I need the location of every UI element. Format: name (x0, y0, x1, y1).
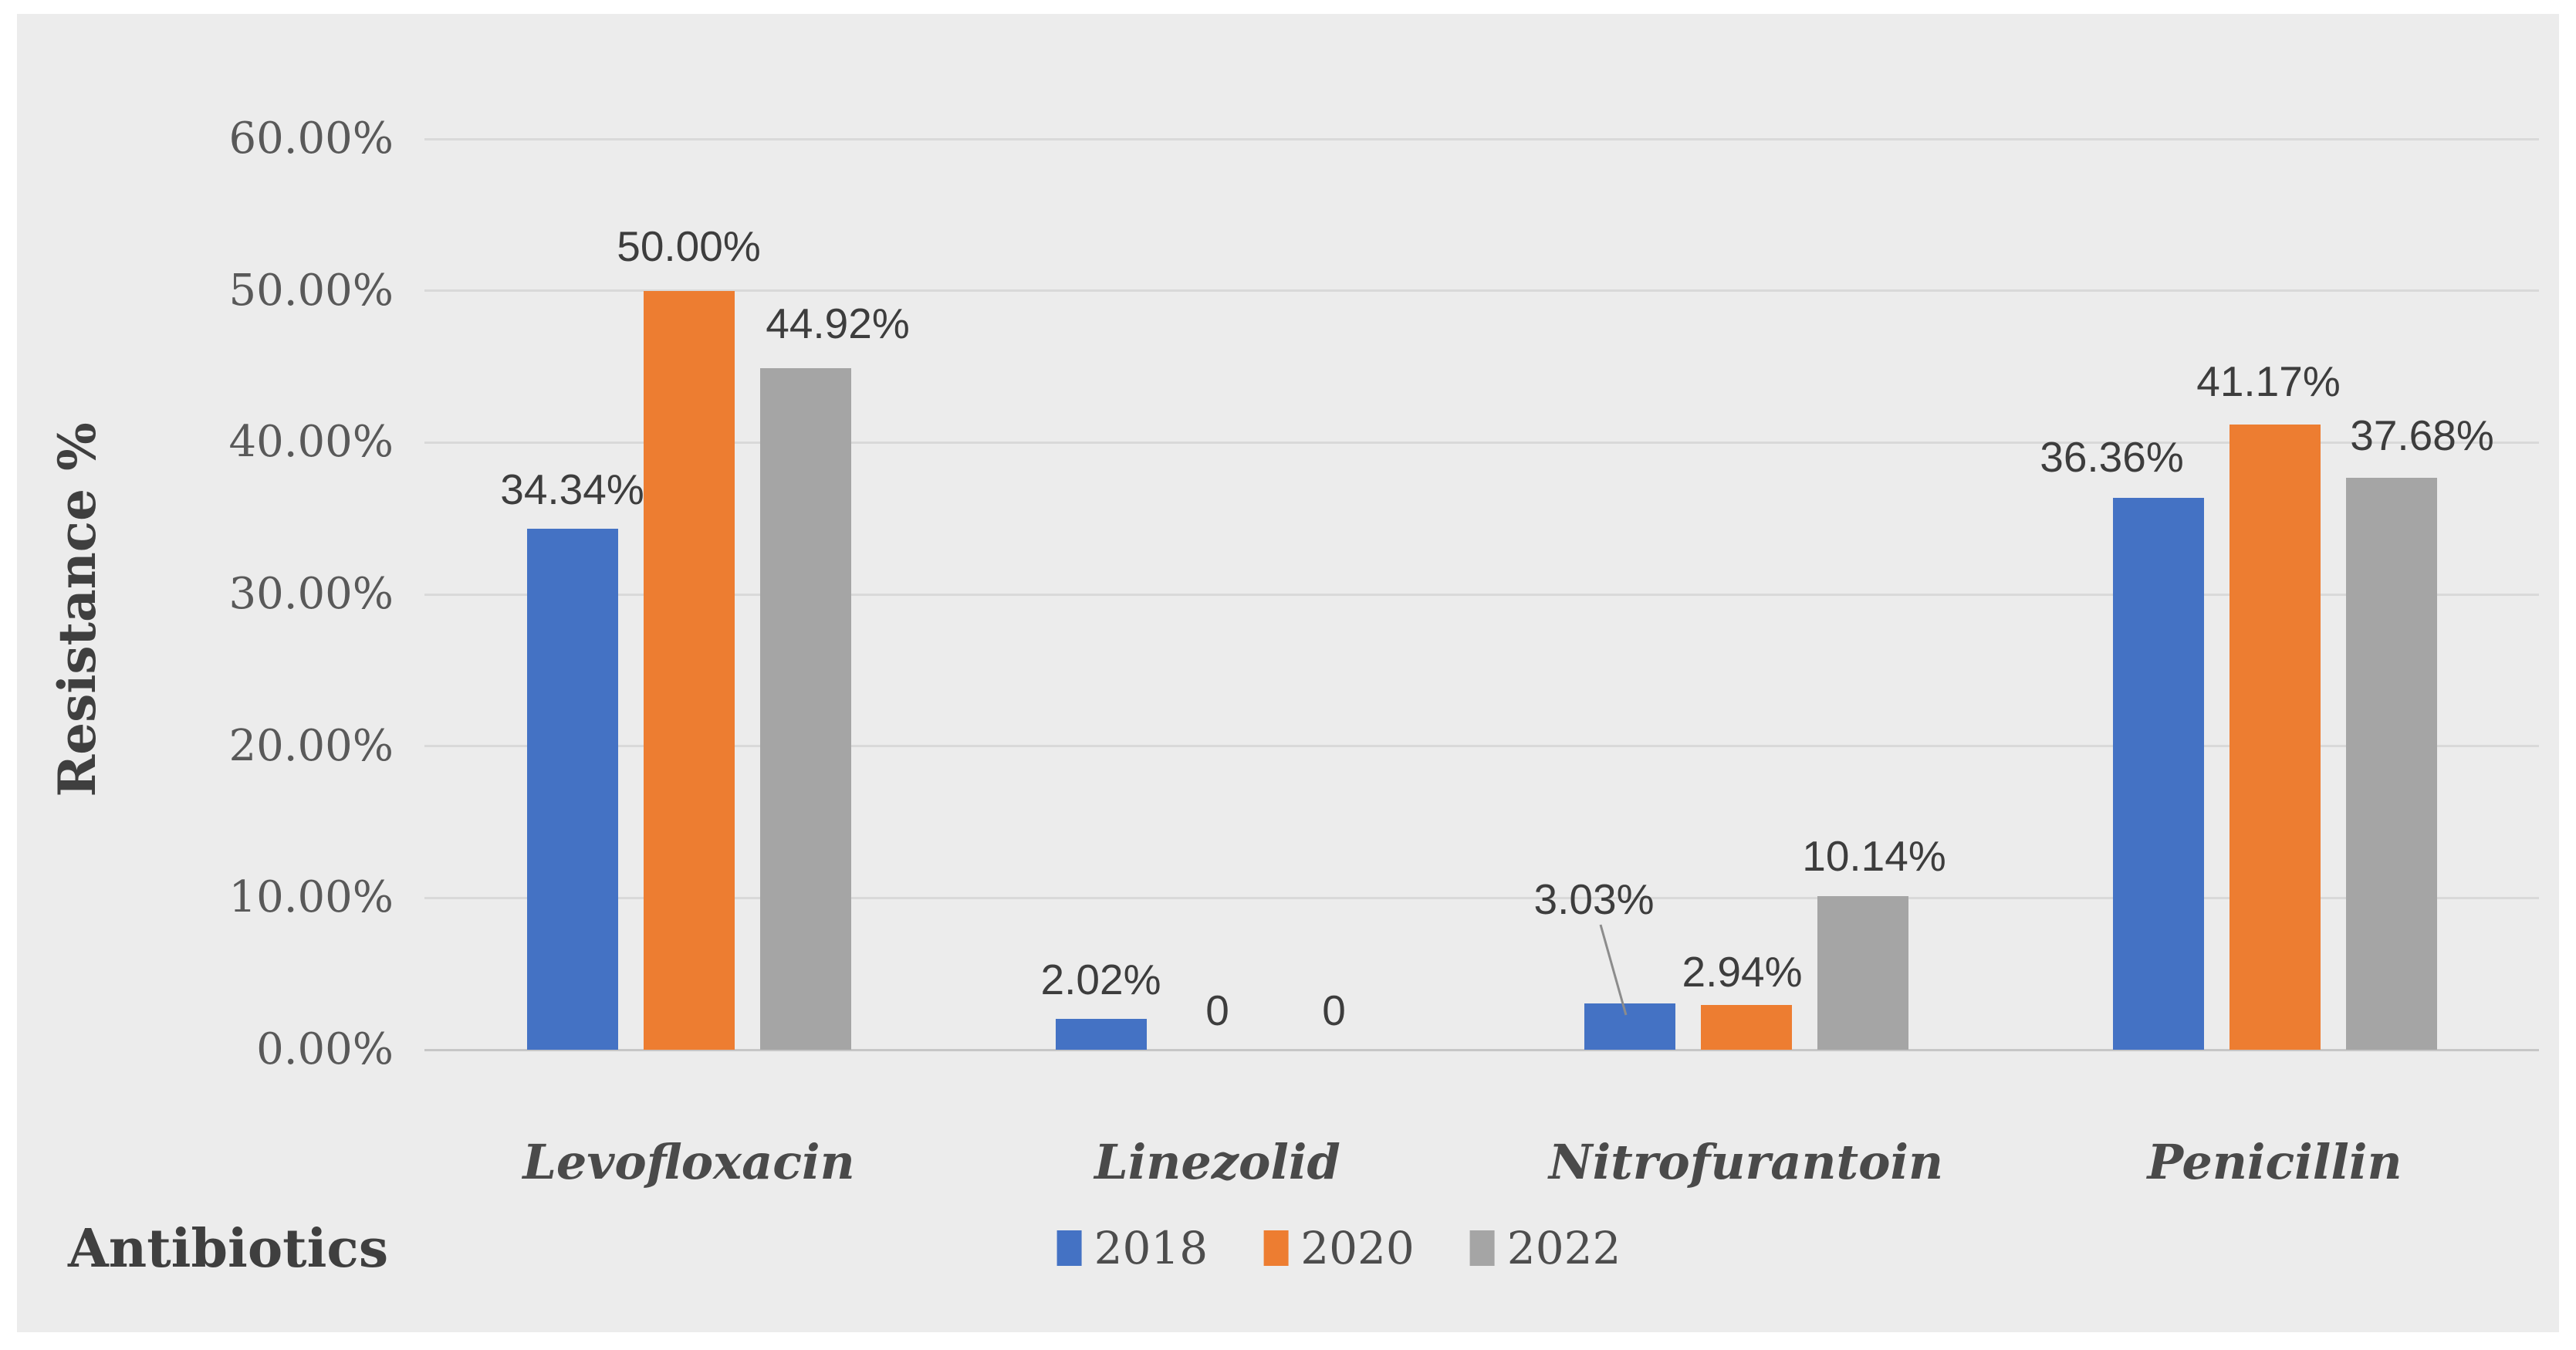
bar-2020-penicillin (2229, 425, 2321, 1050)
gridline (424, 441, 2539, 444)
data-label-2020-linezolid: 0 (1205, 986, 1229, 1034)
bar-2018-levofloxacin (526, 528, 618, 1050)
data-label-2018-penicillin: 36.36% (2040, 432, 2184, 481)
x-category-label-linezolid: Linezolid (1094, 1134, 1340, 1190)
legend-label-2018: 2018 (1094, 1222, 1209, 1274)
bar-group-linezolid (953, 139, 1482, 1050)
legend-item-2020: 2020 (1263, 1226, 1415, 1270)
gridline (424, 745, 2539, 748)
x-category-label-levofloxacin: Levofloxacin (522, 1134, 855, 1190)
y-tick-label: 60.00% (228, 113, 394, 164)
data-label-2018-nitrofurantoin: 3.03% (1533, 875, 1655, 924)
y-tick-label: 20.00% (228, 720, 394, 771)
y-axis-title: Resistance % (47, 422, 107, 797)
data-label-2022-levofloxacin: 44.92% (766, 299, 910, 347)
bar-2022-nitrofurantoin (1817, 895, 1908, 1050)
data-label-2020-levofloxacin: 50.00% (617, 222, 761, 270)
legend-swatch-2022 (1469, 1230, 1495, 1266)
gridline (424, 137, 2539, 140)
data-label-2020-penicillin: 41.17% (2196, 357, 2341, 406)
bar-group-penicillin (2010, 139, 2539, 1050)
data-label-2018-levofloxacin: 34.34% (500, 465, 644, 513)
data-label-2022-linezolid: 0 (1322, 986, 1346, 1034)
x-category-label-penicillin: Penicillin (2147, 1134, 2402, 1190)
bar-group-nitrofurantoin (1482, 139, 2010, 1050)
gridline (424, 896, 2539, 899)
y-tick-label: 50.00% (228, 265, 394, 316)
legend-label-2022: 2022 (1506, 1222, 1621, 1274)
y-tick-label: 10.00% (228, 872, 394, 923)
y-tick-label: 0.00% (256, 1024, 394, 1074)
legend-label-2020: 2020 (1300, 1222, 1415, 1274)
legend: 2018 2020 2022 (1056, 1222, 1621, 1274)
legend-item-2022: 2022 (1469, 1222, 1621, 1274)
x-axis-category-labels: Levofloxacin Linezolid Nitrofurantoin Penic… (424, 1135, 2539, 1190)
data-label-2022-nitrofurantoin: 10.14% (1802, 831, 1946, 880)
x-axis-line (424, 1048, 2539, 1051)
bar-2020-nitrofurantoin (1700, 1005, 1792, 1050)
legend-swatch-2018 (1056, 1230, 1082, 1266)
bar-2018-linezolid (1055, 1019, 1147, 1050)
legend-swatch-2020 (1263, 1230, 1289, 1266)
gridline (424, 289, 2539, 293)
legend-item-2018: 2018 (1056, 1222, 1209, 1274)
bar-2022-penicillin (2345, 477, 2437, 1050)
data-label-2022-penicillin: 37.68% (2350, 411, 2494, 459)
bar-2022-levofloxacin (759, 367, 851, 1050)
data-label-2020-nitrofurantoin: 2.94% (1682, 948, 1803, 996)
gridline (424, 593, 2539, 596)
bar-group-levofloxacin (424, 139, 953, 1050)
bar-2018-penicillin (2112, 497, 2204, 1050)
y-tick-label: 30.00% (228, 569, 394, 619)
x-category-label-nitrofurantoin: Nitrofurantoin (1548, 1134, 1944, 1190)
data-label-2018-linezolid: 2.02% (1040, 956, 1161, 1004)
bar-2020-levofloxacin (643, 290, 735, 1050)
bar-2018-nitrofurantoin (1584, 1003, 1675, 1050)
x-axis-title: Antibiotics (68, 1218, 389, 1280)
plot-area: 34.34% 2.02% 3.03% 36.36% 50.00% 0 2.94% 41.17%… (424, 137, 2539, 1051)
y-tick-label: 40.00% (228, 417, 394, 468)
